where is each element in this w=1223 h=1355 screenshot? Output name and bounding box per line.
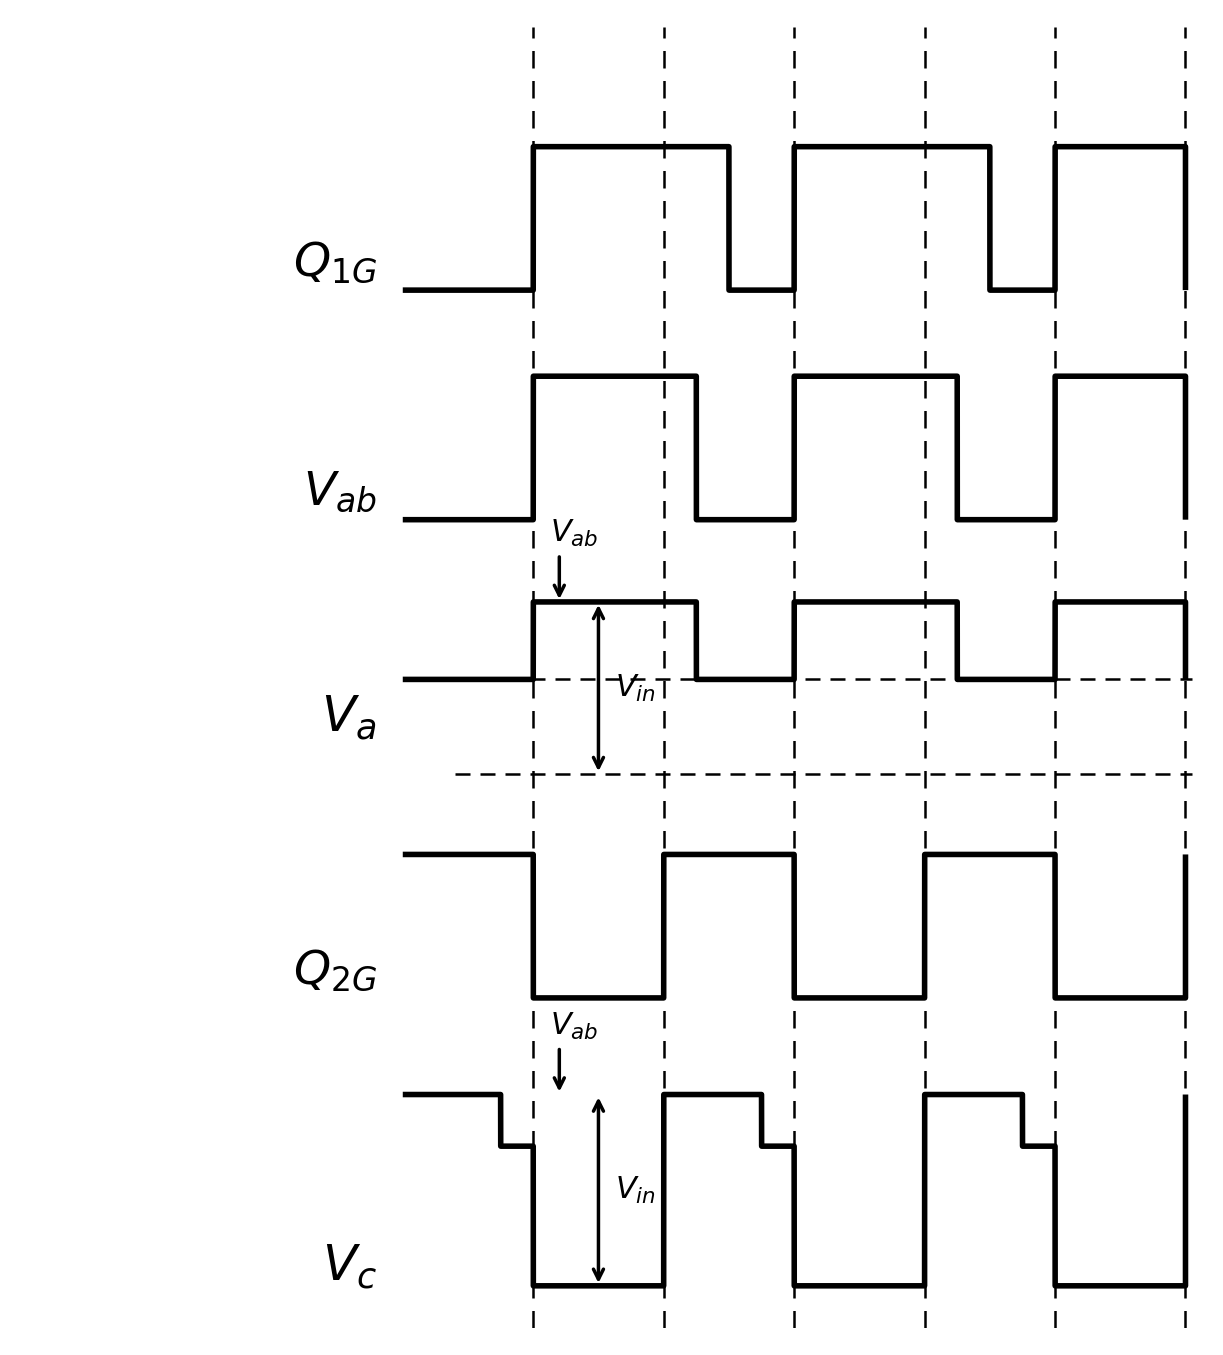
- Text: $V_{in}$: $V_{in}$: [615, 672, 656, 703]
- Text: $V_{ab}$: $V_{ab}$: [549, 518, 598, 549]
- Text: $V_{ab}$: $V_{ab}$: [303, 469, 377, 515]
- Text: $V_{in}$: $V_{in}$: [615, 1175, 656, 1206]
- Text: $V_{ab}$: $V_{ab}$: [549, 1011, 598, 1042]
- Text: $Q_{1G}$: $Q_{1G}$: [292, 240, 377, 286]
- Text: $V_a$: $V_a$: [322, 694, 377, 743]
- Text: $Q_{2G}$: $Q_{2G}$: [292, 947, 377, 993]
- Text: $V_c$: $V_c$: [322, 1243, 377, 1291]
